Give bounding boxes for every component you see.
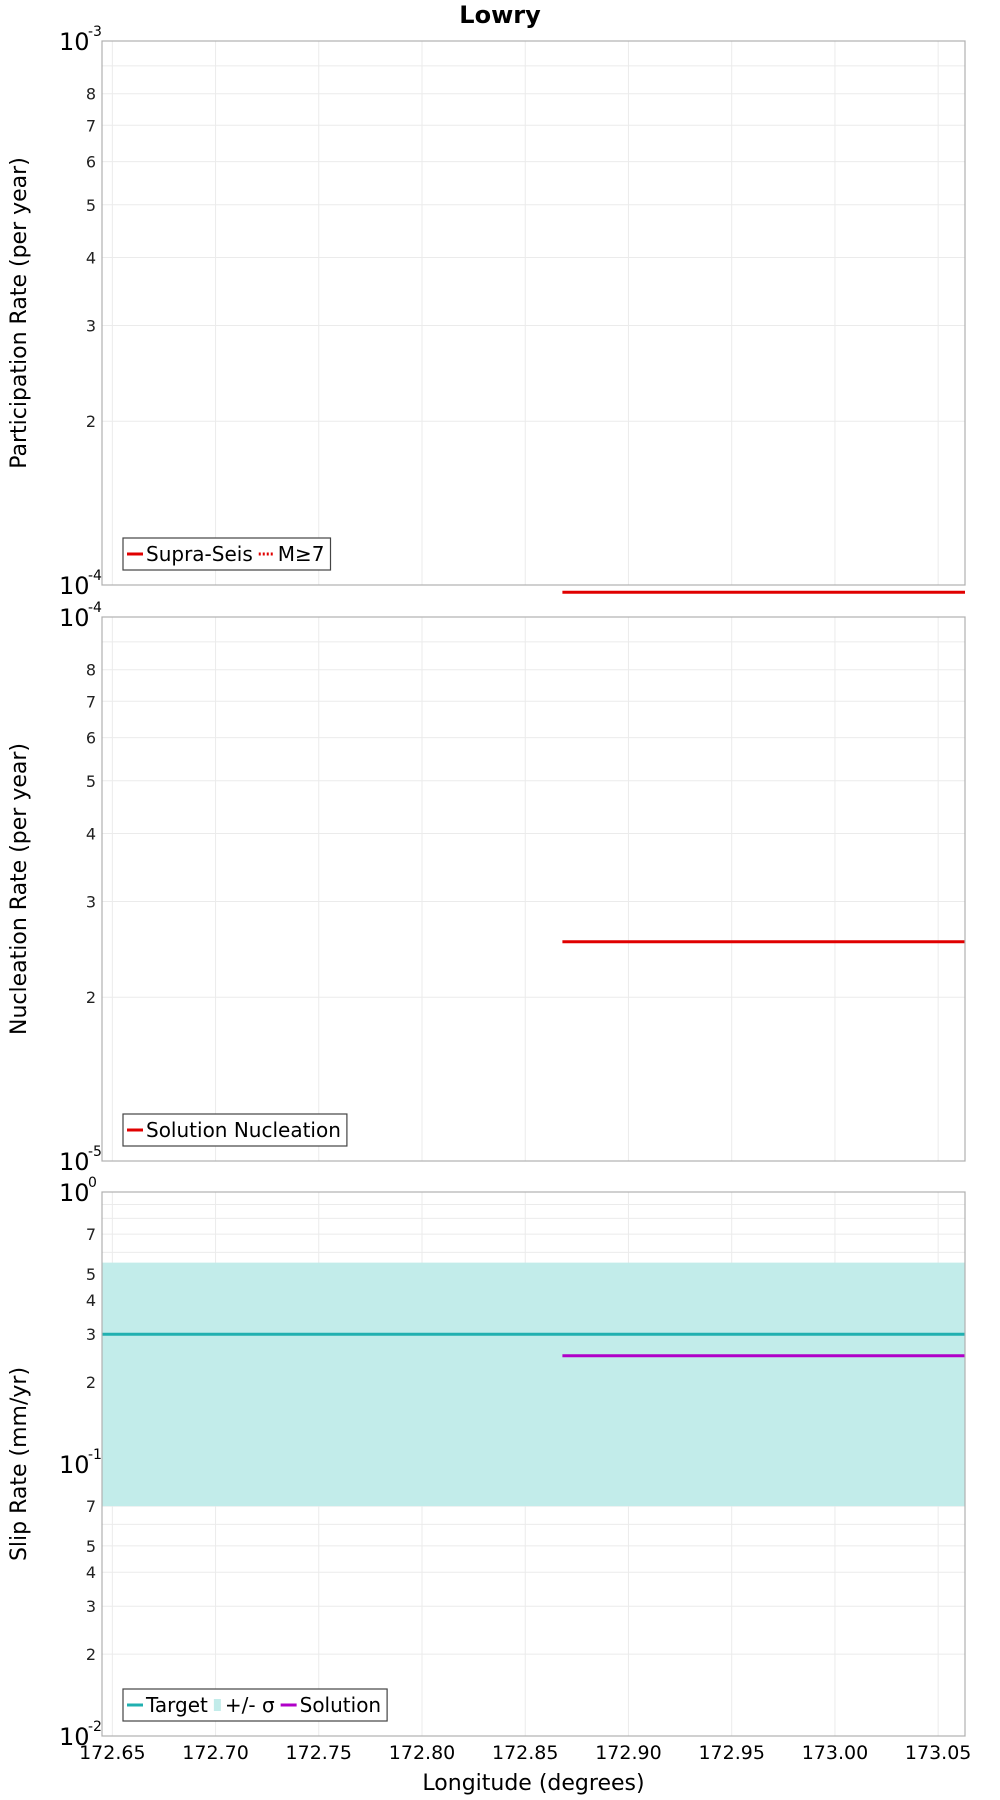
y-tick-minor: 7 [86, 1225, 96, 1244]
y-tick-minor: 4 [86, 1563, 96, 1582]
y-tick-minor: 7 [86, 116, 96, 135]
y-tick-minor: 4 [86, 248, 96, 267]
y-tick-minor: 6 [86, 153, 96, 172]
legend-label-solution-nucleation: Solution Nucleation [146, 1118, 341, 1142]
plot-frame [101, 1191, 966, 1737]
y-tick-exponent: -2 [88, 1719, 102, 1735]
figure-title: Lowry [459, 1, 541, 29]
y-tick-major: 100 [59, 1175, 97, 1207]
legend-box [122, 1113, 348, 1147]
y-tick-exponent: -1 [88, 1447, 102, 1463]
y-tick-exponent: -5 [88, 1144, 102, 1160]
legend: Solution Nucleation [122, 1113, 348, 1147]
y-axis-title: Participation Rate (per year) [7, 157, 32, 469]
y-tick-minor: 4 [86, 824, 96, 843]
legend: Supra-Seis M≥7 [122, 537, 332, 571]
x-axis-title: Longitude (degrees) [422, 1771, 644, 1796]
y-tick-minor: 3 [86, 316, 96, 335]
y-tick-minor: 8 [86, 85, 96, 104]
y-tick-minor: 3 [86, 892, 96, 911]
x-tick-label: 172.95 [698, 1742, 764, 1764]
legend-label-sigma: +/- σ [225, 1693, 275, 1717]
y-tick-minor: 7 [86, 1497, 96, 1516]
y-axis-title: Slip Rate (mm/yr) [7, 1367, 32, 1561]
y-tick-exponent: 0 [88, 1175, 97, 1191]
plot-area [102, 41, 965, 585]
legend-box [122, 1688, 388, 1722]
y-tick-base: 10 [59, 1451, 90, 1479]
y-tick-minor: 5 [86, 196, 96, 215]
y-tick-minor: 5 [86, 772, 96, 791]
y-tick-minor: 8 [86, 661, 96, 680]
y-tick-minor: 7 [86, 692, 96, 711]
y-tick-base: 10 [59, 1148, 90, 1176]
y-tick-major: 10-4 [59, 568, 102, 600]
x-tick-label: 173.05 [905, 1742, 971, 1764]
plot-frame [101, 616, 966, 1162]
y-tick-major: 10-3 [59, 24, 102, 56]
plot-frame [101, 40, 966, 586]
y-tick-base: 10 [59, 572, 90, 600]
legend-label-m-7: M≥7 [278, 542, 325, 566]
x-tick-label: 172.85 [492, 1742, 558, 1764]
x-tick-label: 172.75 [286, 1742, 352, 1764]
y-tick-base: 10 [59, 1179, 90, 1207]
x-tick-label: 172.70 [182, 1742, 248, 1764]
y-tick-minor: 2 [86, 1645, 96, 1664]
y-tick-minor: 5 [86, 1265, 96, 1284]
legend-label-target: Target [145, 1693, 208, 1717]
y-tick-base: 10 [59, 28, 90, 56]
y-tick-exponent: -4 [88, 568, 102, 584]
x-tick-label: 172.65 [79, 1742, 145, 1764]
y-tick-base: 10 [59, 1723, 90, 1751]
y-tick-minor: 6 [86, 729, 96, 748]
y-axis-title: Nucleation Rate (per year) [7, 743, 32, 1035]
y-tick-minor: 2 [86, 1373, 96, 1392]
y-tick-minor: 3 [86, 1325, 96, 1344]
y-tick-minor: 3 [86, 1597, 96, 1616]
y-tick-major: 10-4 [59, 600, 102, 632]
x-tick-label: 173.00 [802, 1742, 868, 1764]
y-tick-major: 10-5 [59, 1144, 102, 1176]
legend: Target +/- σ Solution [122, 1688, 388, 1722]
x-tick-label: 172.80 [389, 1742, 455, 1764]
y-tick-minor: 5 [86, 1537, 96, 1556]
x-tick-label: 172.90 [595, 1742, 661, 1764]
legend-box [122, 537, 332, 571]
y-tick-base: 10 [59, 604, 90, 632]
legend-label-solution: Solution [300, 1693, 381, 1717]
plot-area [102, 617, 965, 1161]
legend-label-supra-seis: Supra-Seis [146, 542, 253, 566]
legend-swatch-sigma [213, 1699, 221, 1711]
y-tick-minor: 4 [86, 1291, 96, 1310]
y-tick-exponent: -3 [88, 24, 102, 40]
sigma-band [102, 1262, 965, 1507]
y-tick-minor: 2 [86, 988, 96, 1007]
y-tick-minor: 2 [86, 412, 96, 431]
y-tick-exponent: -4 [88, 600, 102, 616]
y-tick-major: 10-2 [59, 1719, 102, 1751]
y-tick-major: 10-1 [59, 1447, 102, 1479]
